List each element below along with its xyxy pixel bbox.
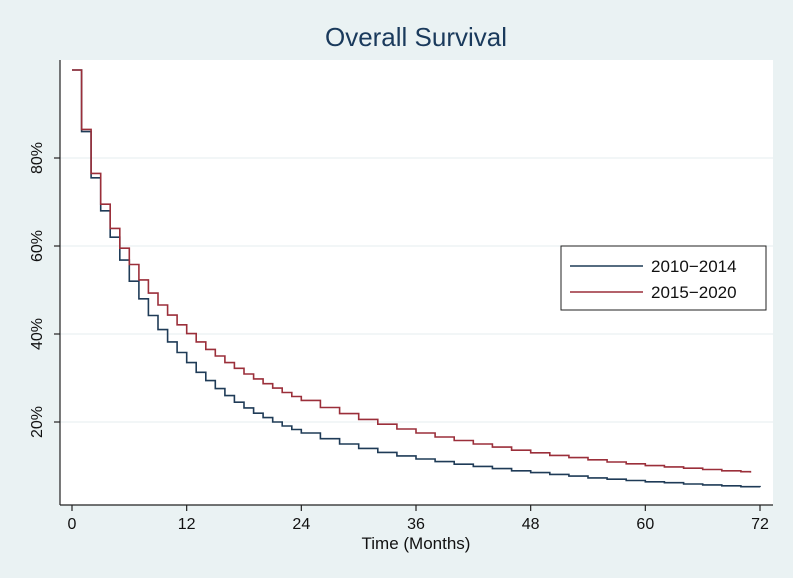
x-tick-label: 72 [751, 516, 769, 533]
y-tick-label: 20% [29, 406, 46, 438]
series-line-2 [72, 69, 752, 473]
legend-label: 2010−2014 [651, 257, 737, 276]
series-layer [72, 69, 761, 488]
x-axis-label: Time (Months) [362, 534, 471, 553]
x-tick-label: 0 [68, 516, 77, 533]
x-tick-label: 36 [407, 516, 425, 533]
x-tick-label: 12 [178, 516, 196, 533]
legend-label: 2015−2020 [651, 283, 737, 302]
legend: 2010−2014 2015−2020 [560, 245, 767, 311]
series-line-1 [72, 69, 761, 488]
legend-box [560, 245, 767, 311]
y-tick-label: 60% [29, 230, 46, 262]
axes: 0 12 24 36 48 60 72 20% 40% 60% 80% [29, 60, 773, 533]
x-tick-label: 60 [636, 516, 654, 533]
x-tick-label: 24 [292, 516, 310, 533]
y-tick-label: 40% [29, 318, 46, 350]
chart-title: Overall Survival [325, 22, 507, 52]
x-tick-label: 48 [522, 516, 540, 533]
y-tick-label: 80% [29, 142, 46, 174]
